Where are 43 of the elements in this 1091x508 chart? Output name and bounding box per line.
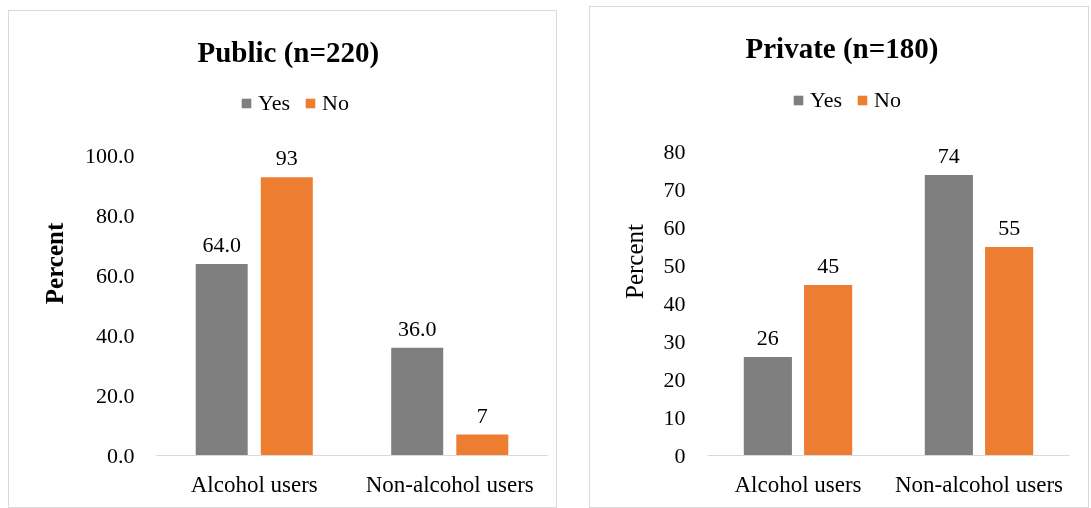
y-tick-label: 40 — [663, 290, 686, 316]
data-label: 7 — [476, 402, 488, 428]
legend-label: Yes — [258, 90, 291, 116]
y-tick-label: 60.0 — [96, 263, 135, 289]
bar — [391, 347, 444, 456]
y-axis-title: Percent — [620, 223, 648, 299]
bar — [260, 177, 313, 456]
x-tick-label: Alcohol users — [190, 471, 318, 497]
legend-label: No — [874, 87, 901, 113]
x-tick-label: Non-alcohol users — [895, 471, 1064, 497]
x-tick-label: Non-alcohol users — [365, 471, 534, 497]
y-tick-label: 50 — [663, 253, 686, 279]
data-label: 36.0 — [397, 315, 437, 341]
bar — [924, 175, 973, 456]
y-tick-label: 100.0 — [85, 143, 135, 169]
y-tick-label: 70 — [663, 177, 686, 203]
y-axis-title: Percent — [41, 222, 68, 305]
bar — [804, 284, 853, 456]
y-tick-label: 0.0 — [107, 442, 135, 468]
y-tick-label: 20 — [663, 366, 686, 392]
data-label: 93 — [275, 145, 298, 171]
y-tick-label: 40.0 — [96, 322, 135, 348]
data-label: 74 — [937, 143, 960, 169]
y-tick-label: 80.0 — [96, 203, 135, 229]
y-tick-label: 0 — [674, 442, 686, 468]
x-tick-label: Alcohol users — [734, 471, 862, 497]
data-label: 64.0 — [202, 232, 241, 258]
chart-title: Private (n=180) — [745, 32, 939, 65]
y-tick-label: 30 — [663, 328, 686, 354]
bar — [195, 264, 248, 456]
bar — [985, 247, 1034, 456]
legend-label: No — [322, 90, 349, 116]
y-tick-label: 80 — [663, 139, 686, 165]
legend-label: Yes — [810, 87, 843, 113]
data-label: 26 — [756, 324, 779, 350]
data-label: 45 — [817, 252, 840, 278]
bar — [743, 356, 792, 456]
chart-title: Public (n=220) — [197, 36, 380, 69]
y-tick-label: 10 — [663, 404, 686, 430]
y-tick-label: 20.0 — [96, 382, 135, 408]
y-tick-label: 60 — [663, 215, 686, 241]
data-label: 55 — [998, 215, 1021, 241]
bar — [456, 434, 509, 456]
